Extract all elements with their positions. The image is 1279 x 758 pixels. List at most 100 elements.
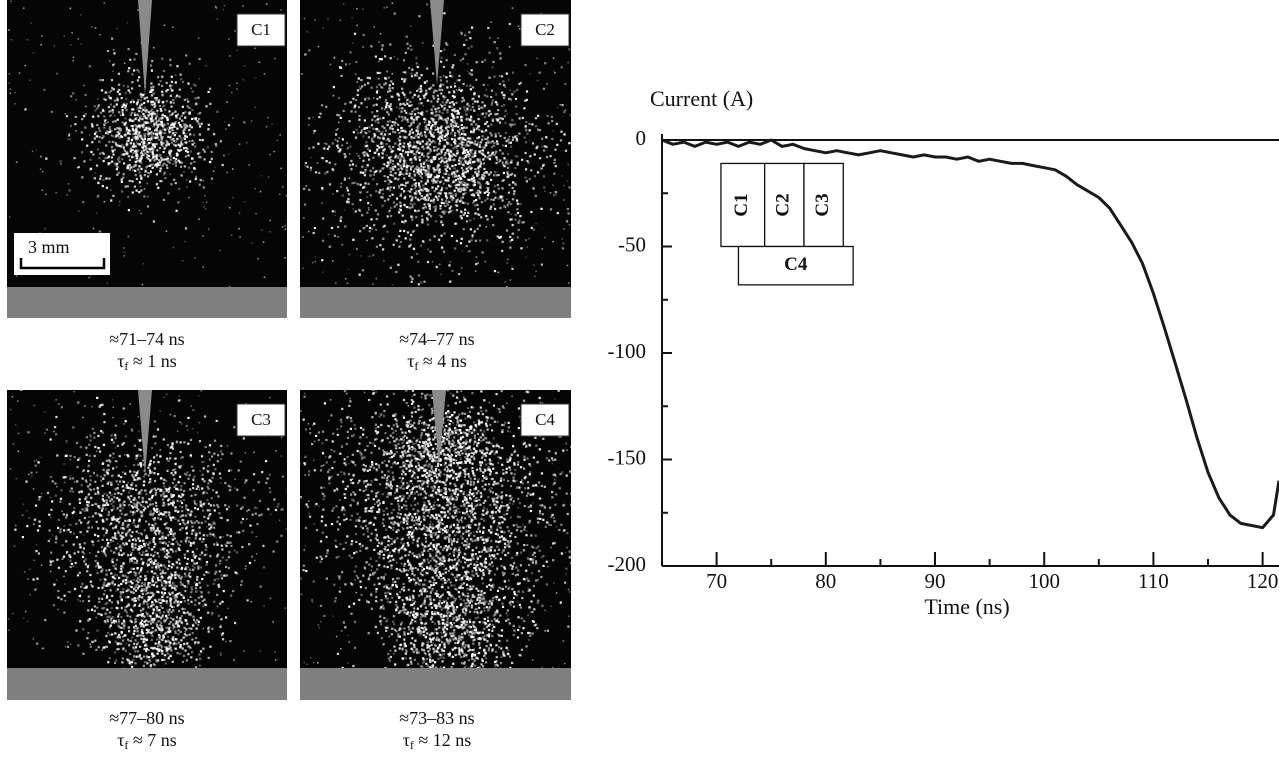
speckle bbox=[452, 175, 454, 177]
speckle bbox=[81, 44, 83, 46]
speckle bbox=[302, 268, 304, 270]
speckle bbox=[553, 57, 555, 59]
speckle bbox=[385, 130, 387, 132]
speckle bbox=[408, 175, 410, 177]
speckle bbox=[537, 115, 539, 117]
speckle bbox=[71, 32, 73, 34]
speckle bbox=[181, 506, 183, 508]
speckle bbox=[479, 178, 481, 180]
speckle bbox=[30, 472, 32, 474]
speckle bbox=[474, 204, 476, 206]
speckle bbox=[217, 460, 219, 462]
speckle bbox=[136, 154, 138, 156]
speckle bbox=[170, 183, 172, 185]
speckle bbox=[356, 129, 358, 131]
speckle bbox=[461, 124, 463, 126]
speckle bbox=[108, 111, 110, 113]
speckle bbox=[348, 120, 350, 122]
speckle bbox=[325, 143, 327, 145]
speckle bbox=[46, 429, 48, 431]
speckle bbox=[203, 538, 205, 540]
speckle bbox=[29, 568, 31, 570]
speckle bbox=[389, 106, 391, 108]
speckle bbox=[553, 194, 555, 196]
speckle bbox=[213, 170, 215, 172]
speckle bbox=[194, 146, 196, 148]
speckle bbox=[378, 41, 380, 43]
speckle bbox=[229, 55, 231, 57]
speckle bbox=[384, 7, 386, 9]
speckle bbox=[127, 639, 129, 641]
speckle bbox=[478, 190, 480, 192]
speckle bbox=[473, 127, 475, 129]
speckle bbox=[108, 496, 110, 498]
speckle bbox=[213, 523, 215, 525]
speckle bbox=[133, 133, 135, 135]
speckle bbox=[145, 493, 147, 495]
speckle bbox=[466, 108, 468, 110]
speckle bbox=[193, 476, 195, 478]
speckle bbox=[461, 167, 463, 169]
speckle bbox=[567, 265, 569, 267]
speckle bbox=[380, 170, 382, 172]
speckle bbox=[153, 546, 155, 548]
speckle bbox=[100, 430, 102, 432]
speckle bbox=[154, 551, 156, 553]
speckle bbox=[29, 80, 31, 82]
speckle bbox=[187, 558, 189, 560]
speckle bbox=[199, 658, 201, 660]
speckle bbox=[375, 56, 377, 58]
speckle bbox=[525, 141, 527, 143]
speckle bbox=[448, 201, 450, 203]
speckle bbox=[511, 265, 513, 267]
speckle bbox=[254, 188, 256, 190]
speckle bbox=[145, 473, 147, 475]
speckle bbox=[12, 396, 14, 398]
speckle bbox=[185, 631, 187, 633]
speckle bbox=[514, 123, 516, 125]
speckle bbox=[126, 145, 128, 147]
speckle bbox=[35, 550, 37, 552]
speckle bbox=[571, 92, 573, 94]
speckle bbox=[394, 56, 396, 58]
speckle bbox=[225, 544, 227, 546]
speckle bbox=[166, 394, 168, 396]
speckle bbox=[91, 526, 93, 528]
speckle bbox=[161, 91, 163, 93]
speckle bbox=[140, 136, 142, 138]
speckle bbox=[508, 184, 510, 186]
speckle bbox=[122, 177, 124, 179]
speckle bbox=[141, 111, 143, 113]
speckle bbox=[201, 487, 203, 489]
speckle bbox=[433, 146, 435, 148]
speckle bbox=[386, 70, 388, 72]
speckle bbox=[172, 533, 174, 535]
speckle bbox=[472, 184, 474, 186]
speckle bbox=[529, 178, 531, 180]
speckle bbox=[50, 571, 52, 573]
speckle bbox=[152, 143, 154, 145]
speckle bbox=[97, 551, 99, 553]
speckle bbox=[396, 198, 398, 200]
speckle bbox=[89, 455, 91, 457]
speckle bbox=[357, 89, 359, 91]
speckle bbox=[401, 120, 403, 122]
speckle bbox=[373, 104, 375, 106]
speckle bbox=[110, 103, 112, 105]
speckle bbox=[213, 504, 215, 506]
speckle bbox=[263, 241, 265, 243]
speckle bbox=[286, 528, 288, 530]
speckle bbox=[98, 104, 100, 106]
speckle bbox=[124, 150, 126, 152]
speckle bbox=[166, 82, 168, 84]
speckle bbox=[411, 278, 413, 280]
speckle bbox=[347, 283, 349, 285]
speckle bbox=[149, 151, 151, 153]
speckle bbox=[80, 600, 82, 602]
speckle bbox=[254, 48, 256, 50]
speckle bbox=[554, 159, 556, 161]
speckle bbox=[366, 197, 368, 199]
speckle bbox=[212, 489, 214, 491]
speckle bbox=[396, 204, 398, 206]
speckle bbox=[448, 174, 450, 176]
